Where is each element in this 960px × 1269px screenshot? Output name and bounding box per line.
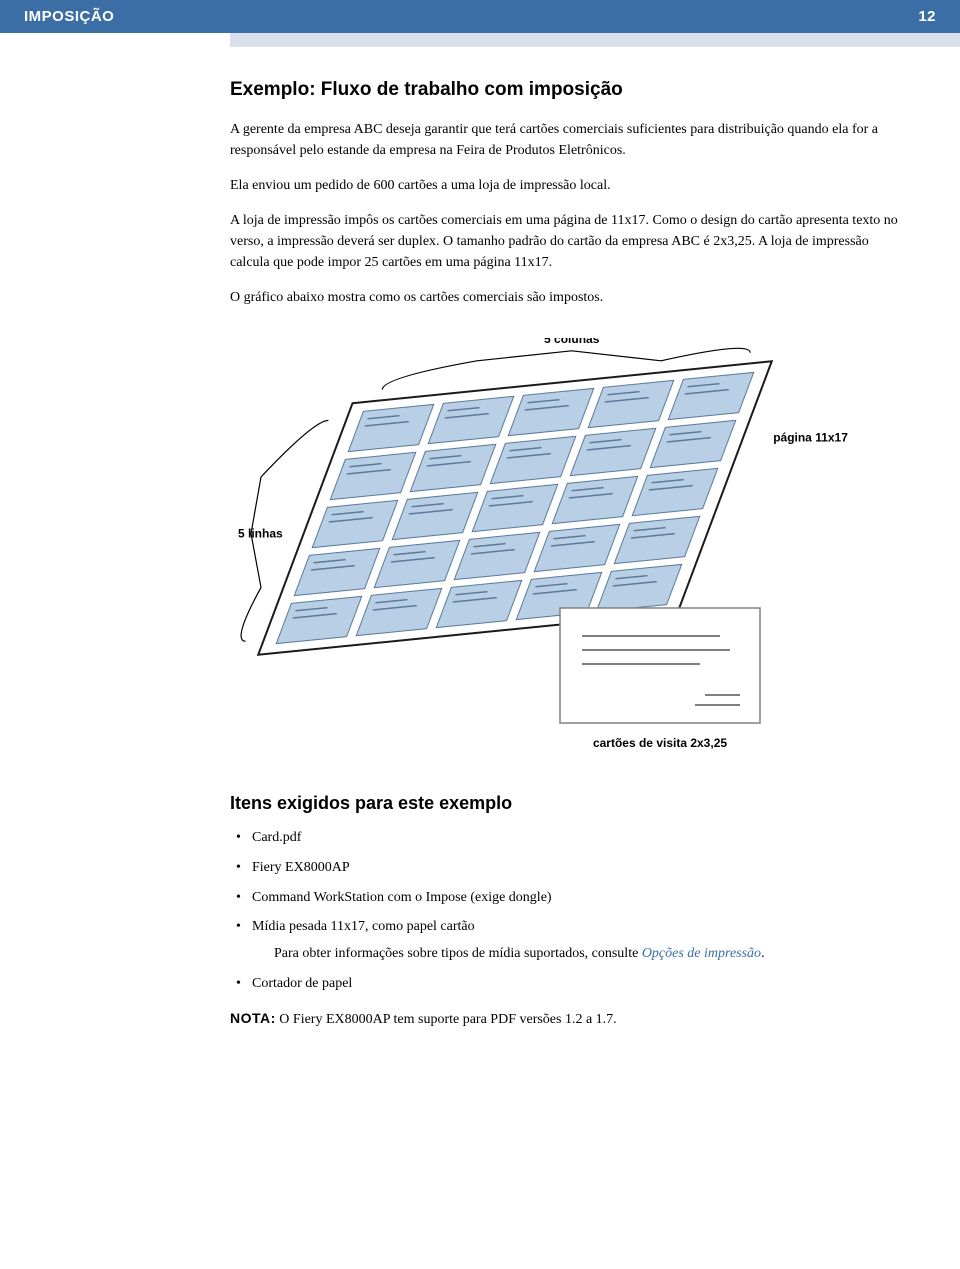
svg-text:cartões de visita 2x3,25: cartões de visita 2x3,25: [593, 736, 727, 750]
list-item: Mídia pesada 11x17, como papel cartão Pa…: [230, 915, 900, 964]
items-title: Itens exigidos para este exemplo: [230, 793, 900, 814]
note-text-a: Para obter informações sobre tipos de mí…: [274, 946, 642, 961]
paragraph-3: A loja de impressão impôs os cartões com…: [230, 210, 900, 273]
header-section: IMPOSIÇÃO: [24, 8, 114, 25]
nota-text: O Fiery EX8000AP tem suporte para PDF ve…: [276, 1012, 617, 1027]
paragraph-1: A gerente da empresa ABC deseja garantir…: [230, 119, 900, 161]
header-page-number: 12: [918, 8, 936, 25]
list-item-note: Para obter informações sobre tipos de mí…: [252, 943, 900, 964]
header-sub-bar: [230, 33, 960, 47]
paragraph-2: Ela enviou um pedido de 600 cartões a um…: [230, 175, 900, 196]
header-bar: IMPOSIÇÃO 12: [0, 0, 960, 33]
nota-line: NOTA: O Fiery EX8000AP tem suporte para …: [230, 1010, 900, 1028]
svg-text:página 11x17: página 11x17: [773, 431, 848, 445]
list-item: Cortador de papel: [230, 972, 900, 996]
imposition-figure: 5 colunas 5 linhas página 11x17 cartões de …: [230, 338, 900, 763]
paragraph-4: O gráfico abaixo mostra como os cartões …: [230, 287, 900, 308]
nota-label: NOTA:: [230, 1010, 276, 1026]
list-item: Card.pdf: [230, 826, 900, 850]
items-list: Card.pdf Fiery EX8000AP Command WorkStat…: [230, 826, 900, 996]
section-title: Exemplo: Fluxo de trabalho com imposição: [230, 79, 900, 101]
svg-text:5 linhas: 5 linhas: [238, 527, 283, 541]
imposition-diagram-svg: 5 colunas 5 linhas página 11x17 cartões de …: [230, 338, 850, 758]
list-item-text: Mídia pesada 11x17, como papel cartão: [252, 919, 475, 934]
list-item: Fiery EX8000AP: [230, 856, 900, 880]
note-link[interactable]: Opções de impressão: [642, 946, 761, 961]
svg-text:5 colunas: 5 colunas: [544, 338, 600, 346]
note-text-b: .: [761, 946, 765, 961]
list-item: Command WorkStation com o Impose (exige …: [230, 886, 900, 910]
